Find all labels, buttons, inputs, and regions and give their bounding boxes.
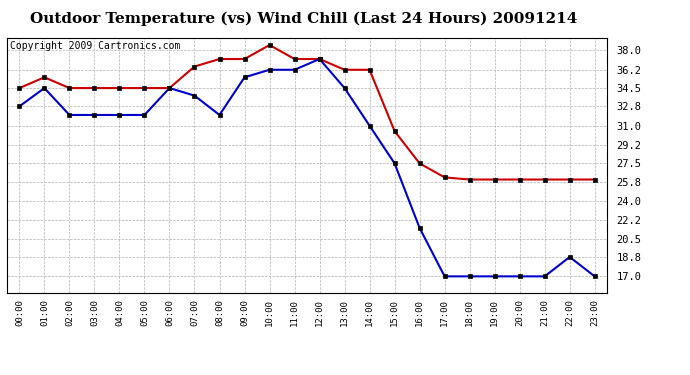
Text: Outdoor Temperature (vs) Wind Chill (Last 24 Hours) 20091214: Outdoor Temperature (vs) Wind Chill (Las… xyxy=(30,11,578,26)
Text: Copyright 2009 Cartronics.com: Copyright 2009 Cartronics.com xyxy=(10,41,180,51)
